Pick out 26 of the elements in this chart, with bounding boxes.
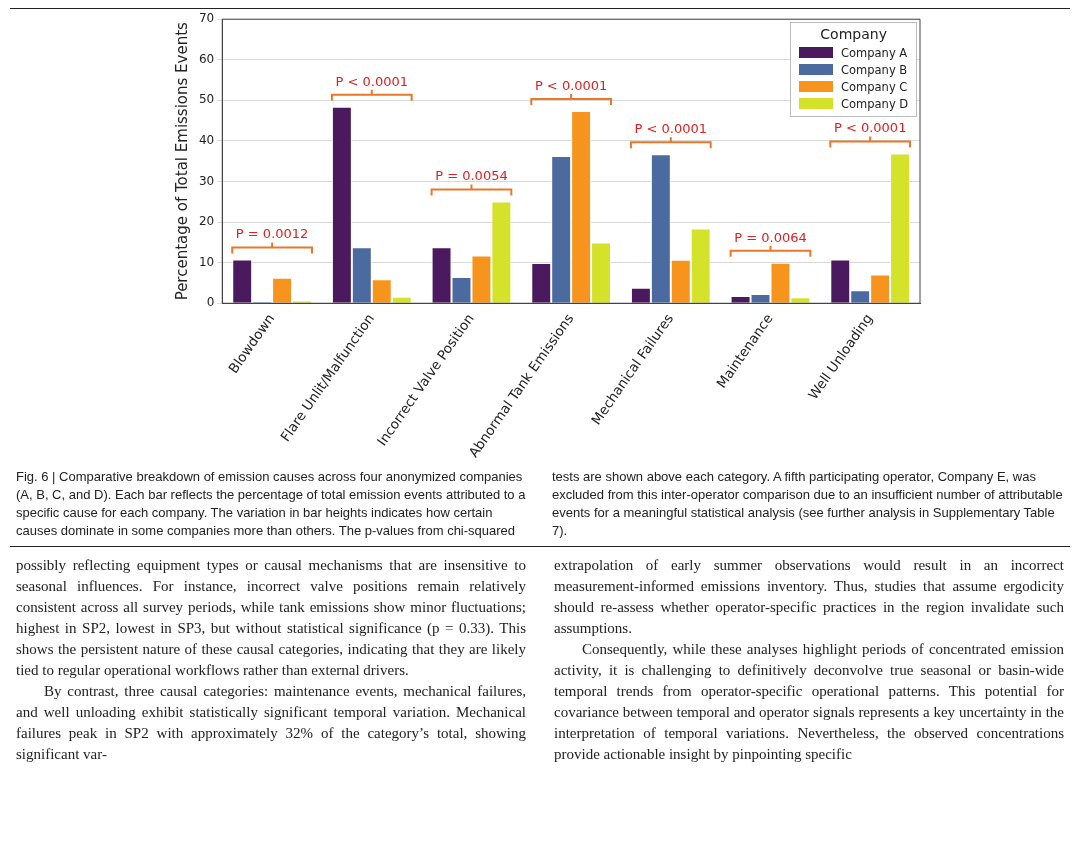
annotation: P = 0.0064 [734,229,807,245]
annotation: P < 0.0001 [634,121,708,137]
y-tick-label: 70 [198,11,215,26]
annotation: P = 0.0054 [435,168,508,184]
y-tick-label: 50 [198,92,215,107]
text: Consequently, while these analyses highlight periods of concentrated emission activity, it is challenging to definitively deconvolve true seasonal or basin-wide temporal trends from operator-specific operational patterns. This potential for covariance between temporal and operator signals represents a key uncertainty in the interpretation of temporal variations. Nevertheless, the observed concentrations provide actionable insight by pinpointing specific [554,640,1064,764]
y-tick-label: 10 [198,254,215,269]
annotation: P < 0.0001 [335,73,409,89]
y-tick-label: 40 [198,133,215,148]
annotation: P = 0.0012 [235,226,309,242]
legend-label: Company C [841,79,908,94]
y-tick-label: 20 [198,214,215,229]
legend-label: Company D [841,96,909,111]
legend-title: Company [819,26,888,43]
text: Fig. 6 | Comparative breakdown of emission causes across four anonymized companies (A, B, C, and D). Each bar reflects the percentage of total emission events attributed to a specific cause for each company. The variation in bar heights indicates how certain causes dominate in some companies more than others. The p-values from chi-squared tests are shown above each category. A fifth participating operator, Company E, was excluded from this inter-operator comparison due to an insufficient number of attributable events for a meaningful statistical analysis (see further analysis in Supplementary Table 7). [16,469,1063,538]
text: possibly reflecting equipment types or causal mechanisms that are insensitive to seasonal influences. For instance, incorrect valve positions remain relatively consistent across all survey periods, while tank emissions show minor fluctuations; highest in SP2, lowest in SP3, but without statistical significance (p = 0.33). This shows the persistent nature of these causal categories, indicating that they are likely tied to regular operational workflows rather than external drivers. [16,556,526,680]
y-tick-label: 0 [206,295,215,310]
annotation: P < 0.0001 [833,120,907,136]
y-tick-label: 60 [198,51,215,66]
text: extrapolation of early summer observations would result in an incorrect measurement-informed emissions inventory. Thus, studies that assume ergodicity should re-assess whether operator-specific practices in the region invalidate such assumptions. [554,556,1064,638]
text: By contrast, three causal categories: maintenance events, mechanical failures, and well unloading exhibit statistically significant temporal variation. Mechanical failures peak in SP2 with approximately 32% of the category’s total, showing significant var- [16,682,526,764]
y-tick-label: 30 [198,173,215,188]
annotation: P < 0.0001 [534,77,608,93]
legend-label: Company B [841,62,908,77]
y-axis-title: Percentage of Total Emissions Events [172,21,191,301]
legend-label: Company A [841,45,908,60]
